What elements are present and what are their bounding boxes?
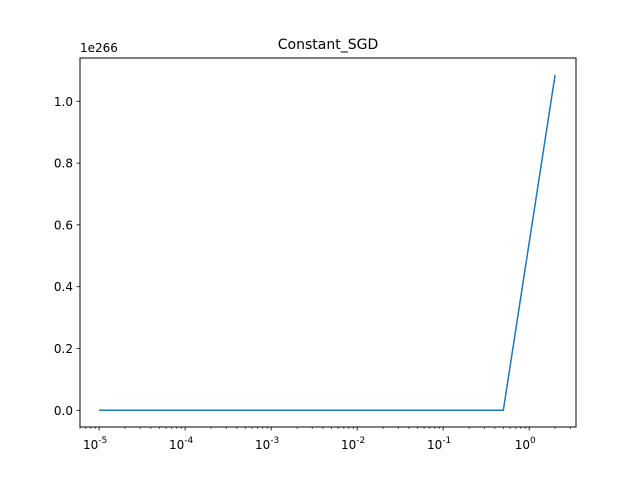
series-line: [99, 74, 556, 412]
y-tick-label: 0.8: [54, 157, 73, 171]
y-tick-label: 0.6: [54, 218, 73, 232]
y-tick-label: 0.2: [54, 342, 73, 356]
y-tick-label: 0.4: [54, 280, 73, 294]
y-tick-label: 0.0: [54, 404, 73, 418]
chart-title: Constant_SGD: [278, 37, 378, 53]
y-tick-label: 1.0: [54, 95, 73, 109]
y-offset-label: 1e266: [80, 41, 118, 55]
axes-frame: [79, 57, 577, 428]
